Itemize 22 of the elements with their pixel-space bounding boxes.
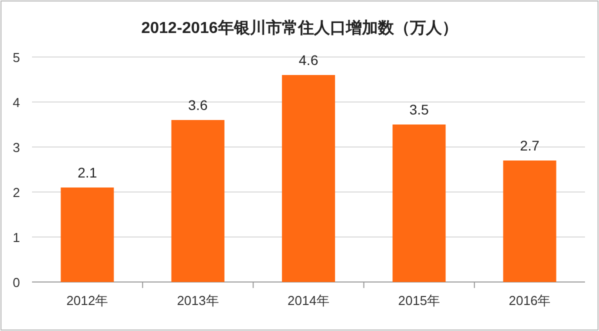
y-tick-label: 5 xyxy=(12,50,20,65)
y-tick-label: 1 xyxy=(12,230,20,245)
data-label: 3.5 xyxy=(409,102,430,118)
y-tick-label: 0 xyxy=(12,275,20,290)
x-tick-label: 2016年 xyxy=(508,293,551,308)
bar xyxy=(503,160,556,282)
data-label: 3.6 xyxy=(188,97,208,113)
chart-title: 2012-2016年银川市常住人口增加数（万人） xyxy=(141,19,458,37)
data-label: 2.7 xyxy=(520,138,540,154)
y-tick-label: 4 xyxy=(12,95,20,110)
data-label: 4.6 xyxy=(298,52,318,68)
x-tick-label: 2014年 xyxy=(288,293,330,308)
y-tick-label: 2 xyxy=(12,185,20,200)
bar xyxy=(171,120,224,282)
data-label: 2.1 xyxy=(78,164,98,180)
y-tick-label: 3 xyxy=(12,140,20,155)
x-tick-label: 2013年 xyxy=(176,293,219,308)
x-tick-label: 2012年 xyxy=(66,293,108,308)
bar xyxy=(392,124,446,282)
bar xyxy=(282,75,336,282)
x-tick-label: 2015年 xyxy=(398,293,440,308)
bar xyxy=(60,188,114,282)
